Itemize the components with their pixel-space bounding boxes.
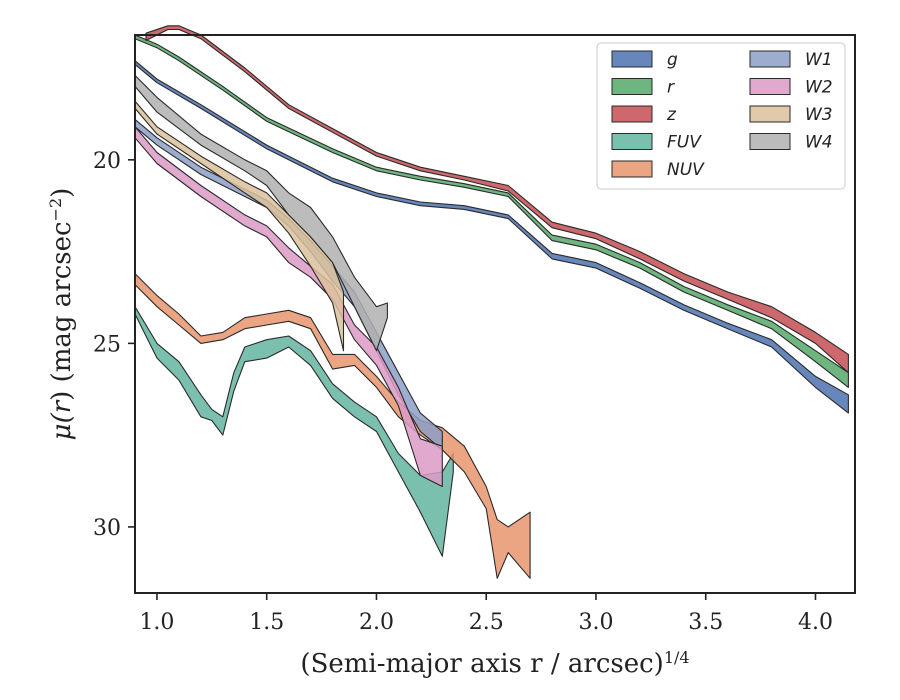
x-tick-label: 2.5 (469, 610, 504, 635)
legend-item-nuv: NUV (611, 160, 705, 180)
y-axis-label-pre: μ( (47, 412, 77, 440)
x-axis-label-sup: 1/4 (664, 648, 690, 667)
legend-item-fuv: FUV (611, 133, 702, 153)
legend: grz FUV NUV W1 W2 W3 W4 (596, 42, 846, 190)
x-axis-label: (Semi-major axis r / arcsec)1/4 (300, 648, 689, 680)
y-axis-label-post: ) (mag arcsec (47, 221, 77, 400)
legend-item-w2: W2 (749, 78, 833, 98)
legend-label: W2 (805, 78, 833, 98)
x-axis-ticks: 1.0 1.5 2.0 2.5 3.0 3.5 4.0 (139, 593, 833, 635)
legend-swatch (611, 78, 653, 95)
x-tick-label: 2.0 (359, 610, 394, 635)
legend-item-w4: W4 (749, 133, 833, 153)
legend-swatch (749, 133, 791, 150)
band-z (145, 25, 849, 374)
x-tick-label: 4.0 (798, 610, 833, 635)
legend-label: W4 (805, 133, 833, 153)
legend-swatch (749, 50, 791, 68)
band-fuv (134, 306, 454, 557)
x-tick-label: 3.5 (688, 610, 723, 635)
legend-label: r (667, 78, 675, 98)
legend-label: FUV (667, 133, 702, 153)
y-axis-ticks: 20 25 30 (93, 149, 135, 541)
legend-item-z: z (611, 105, 677, 125)
legend-swatch (611, 105, 653, 123)
y-axis-label-sup: −2 (46, 198, 65, 222)
y-tick-label: 30 (93, 516, 121, 541)
legend-swatch (611, 160, 653, 178)
legend-item-r: r (611, 78, 675, 98)
legend-label: W3 (805, 105, 833, 125)
y-tick-label: 20 (93, 149, 121, 174)
legend-item-w3: W3 (749, 105, 833, 125)
band-r (134, 34, 849, 388)
legend-label: z (666, 105, 677, 125)
legend-swatch (749, 78, 791, 95)
y-axis-label: μ(r) (mag arcsec−2) (46, 188, 78, 441)
x-tick-label: 1.0 (139, 610, 174, 635)
band-nuv (134, 273, 531, 579)
x-tick-label: 1.5 (249, 610, 284, 635)
plot-frame (134, 34, 856, 594)
band-w2 (134, 126, 443, 488)
band-w4 (134, 74, 388, 352)
legend-swatch (749, 105, 791, 123)
x-axis-label-text: (Semi-major axis r / arcsec) (300, 649, 663, 679)
legend-label: g (667, 50, 678, 70)
band-g (134, 60, 849, 414)
legend-label: NUV (667, 160, 705, 180)
legend-item-g: g (611, 50, 678, 70)
series-bands (134, 25, 849, 579)
legend-swatch (611, 133, 653, 150)
band-w3 (134, 100, 345, 352)
legend-label: W1 (805, 50, 833, 70)
y-axis-label-r: r (47, 399, 77, 413)
y-tick-label: 25 (93, 332, 121, 357)
y-axis-label-end: ) (47, 188, 77, 198)
legend-swatch (611, 50, 653, 68)
legend-item-w1: W1 (749, 50, 833, 70)
x-tick-label: 3.0 (578, 610, 613, 635)
